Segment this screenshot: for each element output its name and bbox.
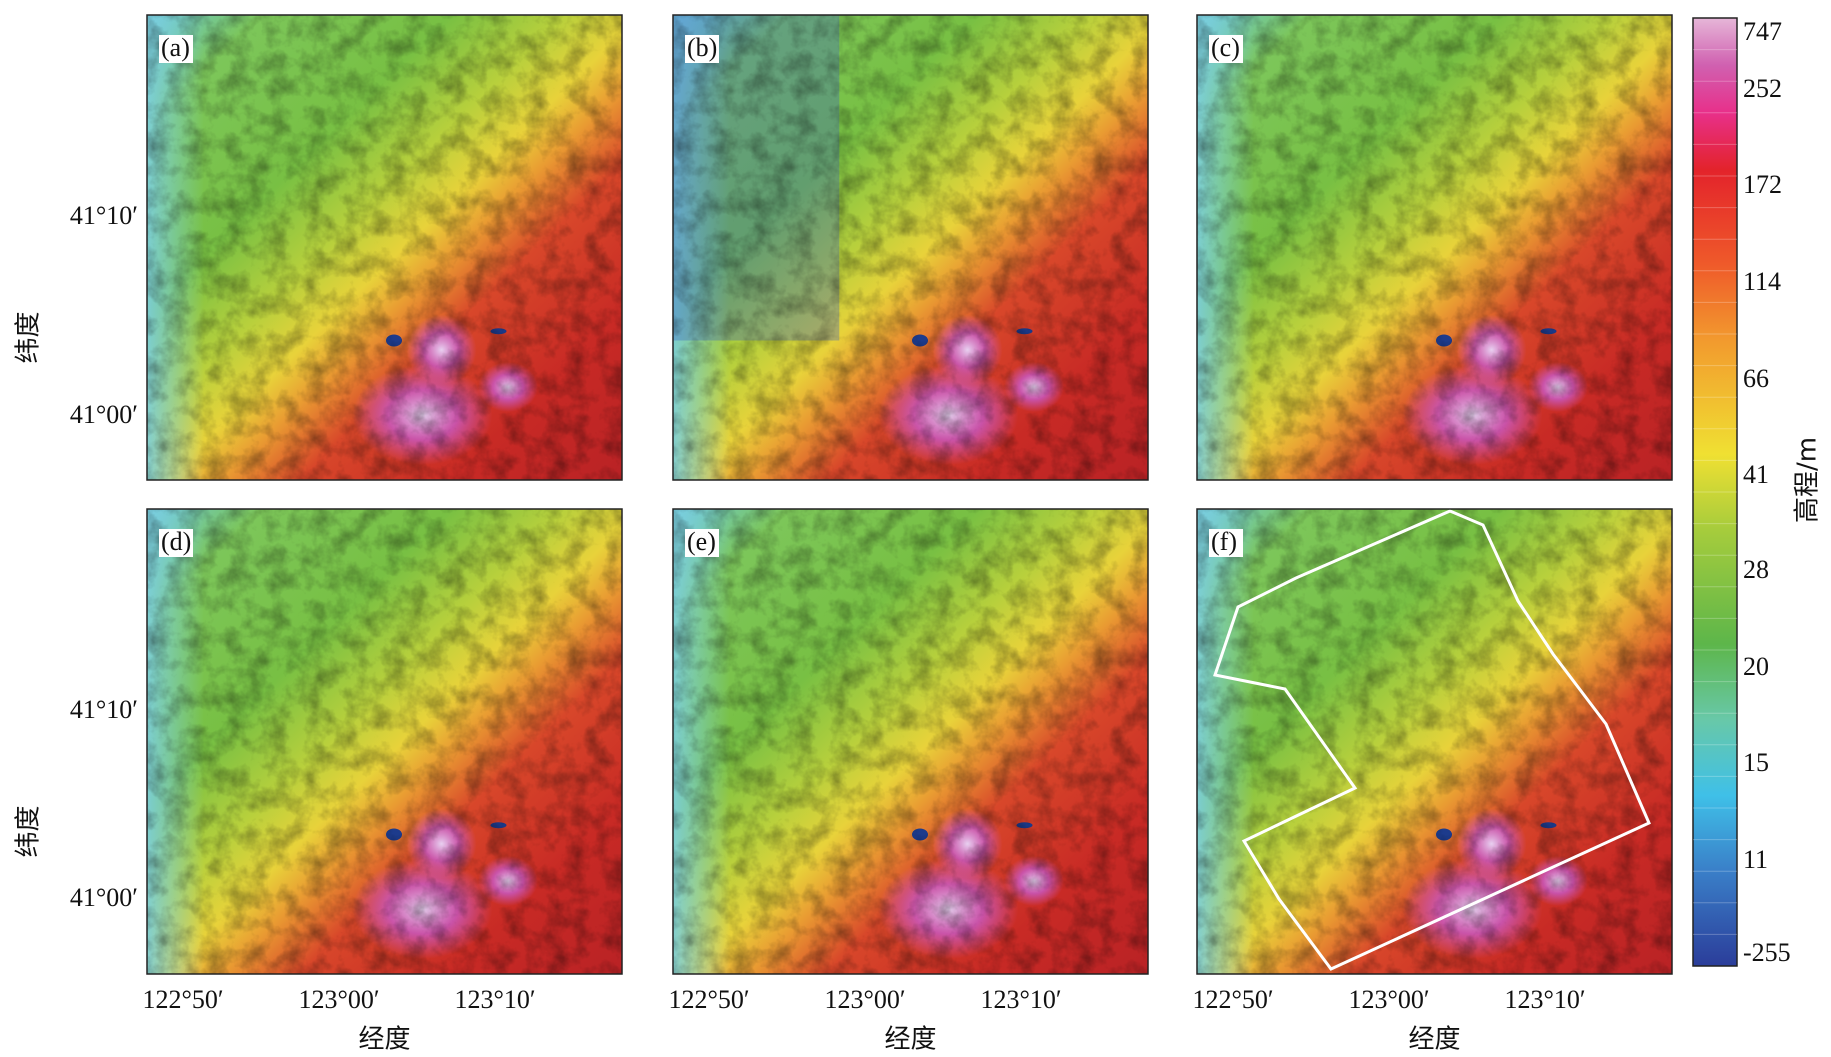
panel-label: (a) — [161, 33, 190, 62]
panel-frame — [1196, 508, 1673, 975]
panel-frame — [672, 14, 1149, 481]
y-tick-label: 41°00′ — [70, 883, 138, 912]
panel-label: (c) — [1211, 33, 1240, 62]
map-panel: (a) — [146, 14, 623, 481]
relief-texture — [147, 509, 622, 974]
colorbar-label: 20 — [1743, 652, 1769, 681]
y-axis-label: 纬度 — [14, 805, 44, 857]
panel-label-bg — [1209, 529, 1243, 557]
x-tick-label: 123°10′ — [980, 985, 1061, 1014]
map-panel: (e) — [672, 508, 1149, 975]
colorbar-label: 747 — [1743, 17, 1782, 46]
y-axis-label: 纬度 — [14, 311, 44, 363]
x-tick-label: 123°10′ — [454, 985, 535, 1014]
map-panel: (d) — [146, 508, 623, 975]
colorbar-label: 66 — [1743, 364, 1769, 393]
colorbar — [1692, 17, 1738, 967]
panel-frame — [672, 508, 1149, 975]
panel-label: (f) — [1211, 527, 1237, 556]
panel-frame — [146, 508, 623, 975]
colorbar-label: 252 — [1743, 74, 1782, 103]
relief-texture — [1197, 15, 1672, 480]
panel-frame — [146, 14, 623, 481]
panel-label-bg — [1209, 35, 1243, 63]
x-axis-label: 经度 — [358, 1025, 410, 1055]
colorbar-label: 28 — [1743, 555, 1769, 584]
x-tick-label: 123°00′ — [1348, 985, 1429, 1014]
y-tick-label: 41°10′ — [70, 695, 138, 724]
x-tick-label: 122°50′ — [668, 985, 749, 1014]
colorbar-label: 114 — [1743, 267, 1781, 296]
map-panel: (b) — [672, 14, 1149, 481]
panel-label-bg — [685, 35, 719, 63]
panel-label-bg — [159, 529, 193, 557]
x-axis-label: 经度 — [884, 1025, 936, 1055]
relief-texture — [673, 15, 1148, 480]
panel-label: (e) — [687, 527, 716, 556]
map-panel: (f) — [1196, 508, 1673, 975]
colorbar-label: 15 — [1743, 748, 1769, 777]
x-tick-label: 123°10′ — [1504, 985, 1585, 1014]
relief-texture — [147, 15, 622, 480]
x-tick-label: 123°00′ — [824, 985, 905, 1014]
y-tick-label: 41°00′ — [70, 400, 138, 429]
panel-label-bg — [159, 35, 193, 63]
map-panel: (c) — [1196, 14, 1673, 481]
colorbar-label: -255 — [1743, 938, 1791, 967]
colorbar-title: 高程/m — [1793, 437, 1823, 523]
x-tick-label: 122°50′ — [142, 985, 223, 1014]
y-tick-label: 41°10′ — [70, 201, 138, 230]
panel-label: (b) — [687, 33, 717, 62]
panel-label: (d) — [161, 527, 191, 556]
x-axis-label: 经度 — [1408, 1025, 1460, 1055]
x-tick-label: 122°50′ — [1192, 985, 1273, 1014]
study-area-boundary — [1213, 509, 1651, 971]
panel-label-bg — [685, 529, 719, 557]
colorbar-label: 41 — [1743, 460, 1769, 489]
x-tick-label: 123°00′ — [298, 985, 379, 1014]
panel-frame — [1196, 14, 1673, 481]
relief-texture — [1197, 509, 1672, 974]
colorbar-label: 172 — [1743, 170, 1782, 199]
relief-texture — [673, 509, 1148, 974]
colorbar-label: 11 — [1743, 845, 1768, 874]
